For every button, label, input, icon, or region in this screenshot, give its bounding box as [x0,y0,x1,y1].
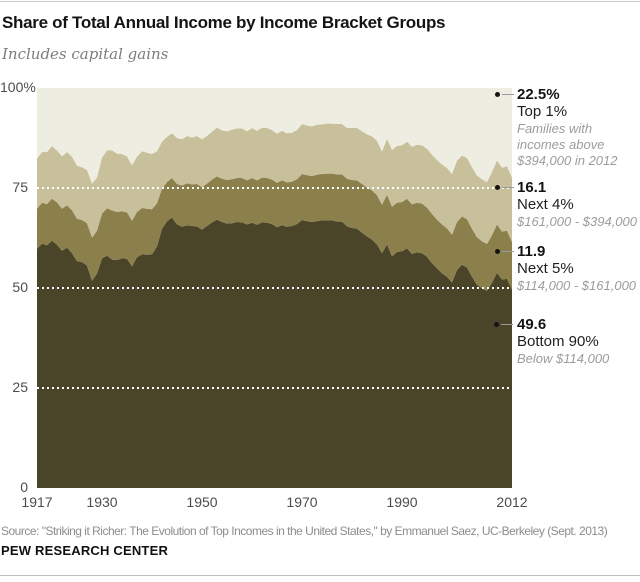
leader-dot-bottom90 [494,322,499,327]
area-next-5- [37,173,512,291]
bottom-divider [0,575,640,576]
area-bottom-90- [37,217,512,488]
annotation-value: 11.9 [517,243,546,260]
y-tick-25: 25 [12,379,28,395]
y-tick-0: 0 [20,479,28,495]
x-tick-1970: 1970 [286,494,318,510]
top-divider [0,1,640,2]
annotation-note: $394,000 in 2012 [517,153,618,168]
page-title: Share of Total Annual Income by Income B… [2,13,446,32]
leader-line-bottom90 [501,324,513,325]
annotation-group: Next 5% [517,260,574,277]
leader-dot-top1 [495,92,500,97]
x-tick-1950: 1950 [186,494,218,510]
area-next-4- [37,123,512,244]
annotation-value: 22.5% [517,86,560,103]
area-top-1- [37,88,512,184]
annotation-note: $114,000 - $161,000 [517,278,637,293]
annotation-group: Bottom 90% [517,333,599,350]
annotation-note: $161,000 - $394,000 [517,214,637,229]
leader-line-next5 [502,251,514,252]
annotation-value: 16.1 [517,179,547,196]
annotation-next-4pct: 16.1 Next 4% $161,000 - $394,000 [517,179,639,230]
y-tick-100: 100% [0,79,36,95]
annotation-group: Top 1% [517,103,568,120]
annotation-bottom-90pct: 49.6 Bottom 90% Below $114,000 [517,316,639,367]
annotation-next-5pct: 11.9 Next 5% $114,000 - $161,000 [517,243,639,294]
annotation-value: 49.6 [517,316,547,333]
annotation-group: Next 4% [517,196,574,213]
annotation-top-1pct: 22.5% Top 1% Families with incomes above… [517,86,639,169]
source-credit: Source: "Striking it Richer: The Evoluti… [1,524,608,538]
leader-dot-next4 [495,185,500,190]
y-tick-75: 75 [12,179,28,195]
chart-subtitle: Includes capital gains [2,45,169,63]
annotation-note: Below $114,000 [517,351,610,366]
annotation-note: Families with [517,121,593,136]
y-tick-50: 50 [12,279,28,295]
pew-research-center-wordmark: PEW RESEARCH CENTER [1,543,169,558]
annotation-note: incomes above [517,137,605,152]
leader-line-top1 [502,94,514,95]
x-tick-1990: 1990 [386,494,418,510]
x-tick-2012: 2012 [496,494,528,510]
x-tick-1930: 1930 [86,494,118,510]
leader-line-next4 [502,187,514,188]
leader-dot-next5 [495,249,500,254]
x-tick-1917: 1917 [21,494,53,510]
